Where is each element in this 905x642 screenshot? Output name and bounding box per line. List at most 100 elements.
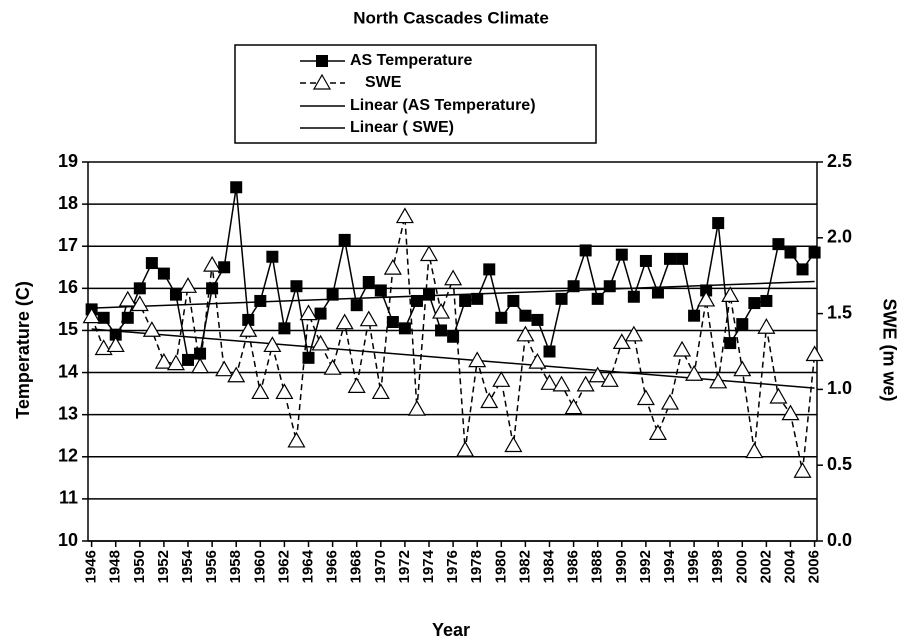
data-point [492,371,511,387]
data-point [615,248,628,261]
data-point [603,280,616,293]
data-point [673,340,692,357]
data-point [627,290,640,303]
data-point [567,280,580,293]
data-point [796,263,809,276]
y-tick-label: 10 [58,530,78,550]
data-point [507,294,520,307]
data-point [456,440,475,457]
data-point [383,258,402,275]
data-point [299,304,318,321]
data-point [82,307,101,324]
data-point [733,360,752,377]
data-point [251,383,270,400]
data-point [133,282,146,295]
data-point [263,336,282,353]
y2-tick-label: 2.0 [827,227,852,247]
data-point [712,217,725,230]
data-point [302,351,315,364]
data-point [483,263,496,276]
data-point [540,374,559,390]
data-point [350,299,363,312]
data-point [239,321,258,337]
data-point [700,284,713,297]
x-tick-label: 1954 [179,549,196,583]
data-point [314,307,327,320]
data-point [769,387,788,404]
x-tick-label: 1964 [299,549,316,583]
x-tick-label: 1950 [131,550,148,583]
data-point [663,252,676,265]
data-point [721,286,740,303]
data-point [447,330,460,343]
data-point [218,261,231,274]
legend-marker [316,55,328,67]
x-axis-title: Year [432,620,470,640]
data-point [480,392,499,409]
data-point [142,321,161,337]
data-point [531,313,544,326]
data-point [697,290,716,307]
x-tick-label: 1982 [516,550,533,583]
x-tick-label: 1946 [83,550,100,583]
data-point [444,269,463,286]
x-tick-label: 1994 [661,549,678,583]
data-point [516,325,535,342]
data-point [178,277,198,293]
data-point [636,389,655,406]
data-point [660,393,680,410]
data-point [374,284,387,297]
x-tick-label: 1952 [155,550,172,583]
data-point [335,313,354,330]
data-point [685,365,704,381]
data-point [468,351,487,368]
x-tick-label: 1958 [227,550,244,583]
y-tick-label: 14 [58,361,78,381]
data-point [191,357,210,374]
y-tick-label: 18 [58,193,78,213]
data-point [648,424,667,440]
data-point [543,345,556,358]
data-point [362,276,375,289]
data-point [326,288,339,301]
data-point [154,352,173,369]
data-point [275,383,294,400]
y2-tick-label: 1.5 [827,302,852,322]
x-tick-label: 1972 [396,550,413,583]
data-point [724,337,737,350]
data-point [157,267,170,280]
data-point [230,181,243,194]
x-tick-label: 1986 [565,550,582,583]
data-point [495,311,508,324]
data-point [591,292,604,305]
data-point [407,399,426,416]
x-tick-label: 1992 [637,550,654,583]
x-tick-label: 1998 [709,550,726,583]
legend-label: Linear ( SWE) [350,119,454,136]
data-point [121,311,134,324]
y-tick-label: 12 [58,446,78,466]
data-point [504,436,523,453]
data-point [639,254,652,267]
data-point [130,295,149,312]
data-point [781,404,800,421]
data-point [555,292,568,305]
y2-axis-title: SWE (m we) [879,298,899,401]
data-point [203,255,222,272]
data-point [323,358,342,375]
data-point [748,297,761,310]
x-tick-label: 1988 [589,550,606,583]
x-tick-label: 1970 [372,550,389,583]
data-point [805,345,824,362]
data-point [757,318,776,334]
y-tick-label: 17 [58,235,78,255]
data-point [736,318,749,331]
data-point [106,336,125,353]
y-tick-label: 15 [58,319,78,339]
data-point [227,366,246,383]
data-point [118,290,137,307]
data-point [688,309,701,322]
data-point [395,207,414,224]
data-point [266,250,279,263]
data-point [745,442,764,459]
